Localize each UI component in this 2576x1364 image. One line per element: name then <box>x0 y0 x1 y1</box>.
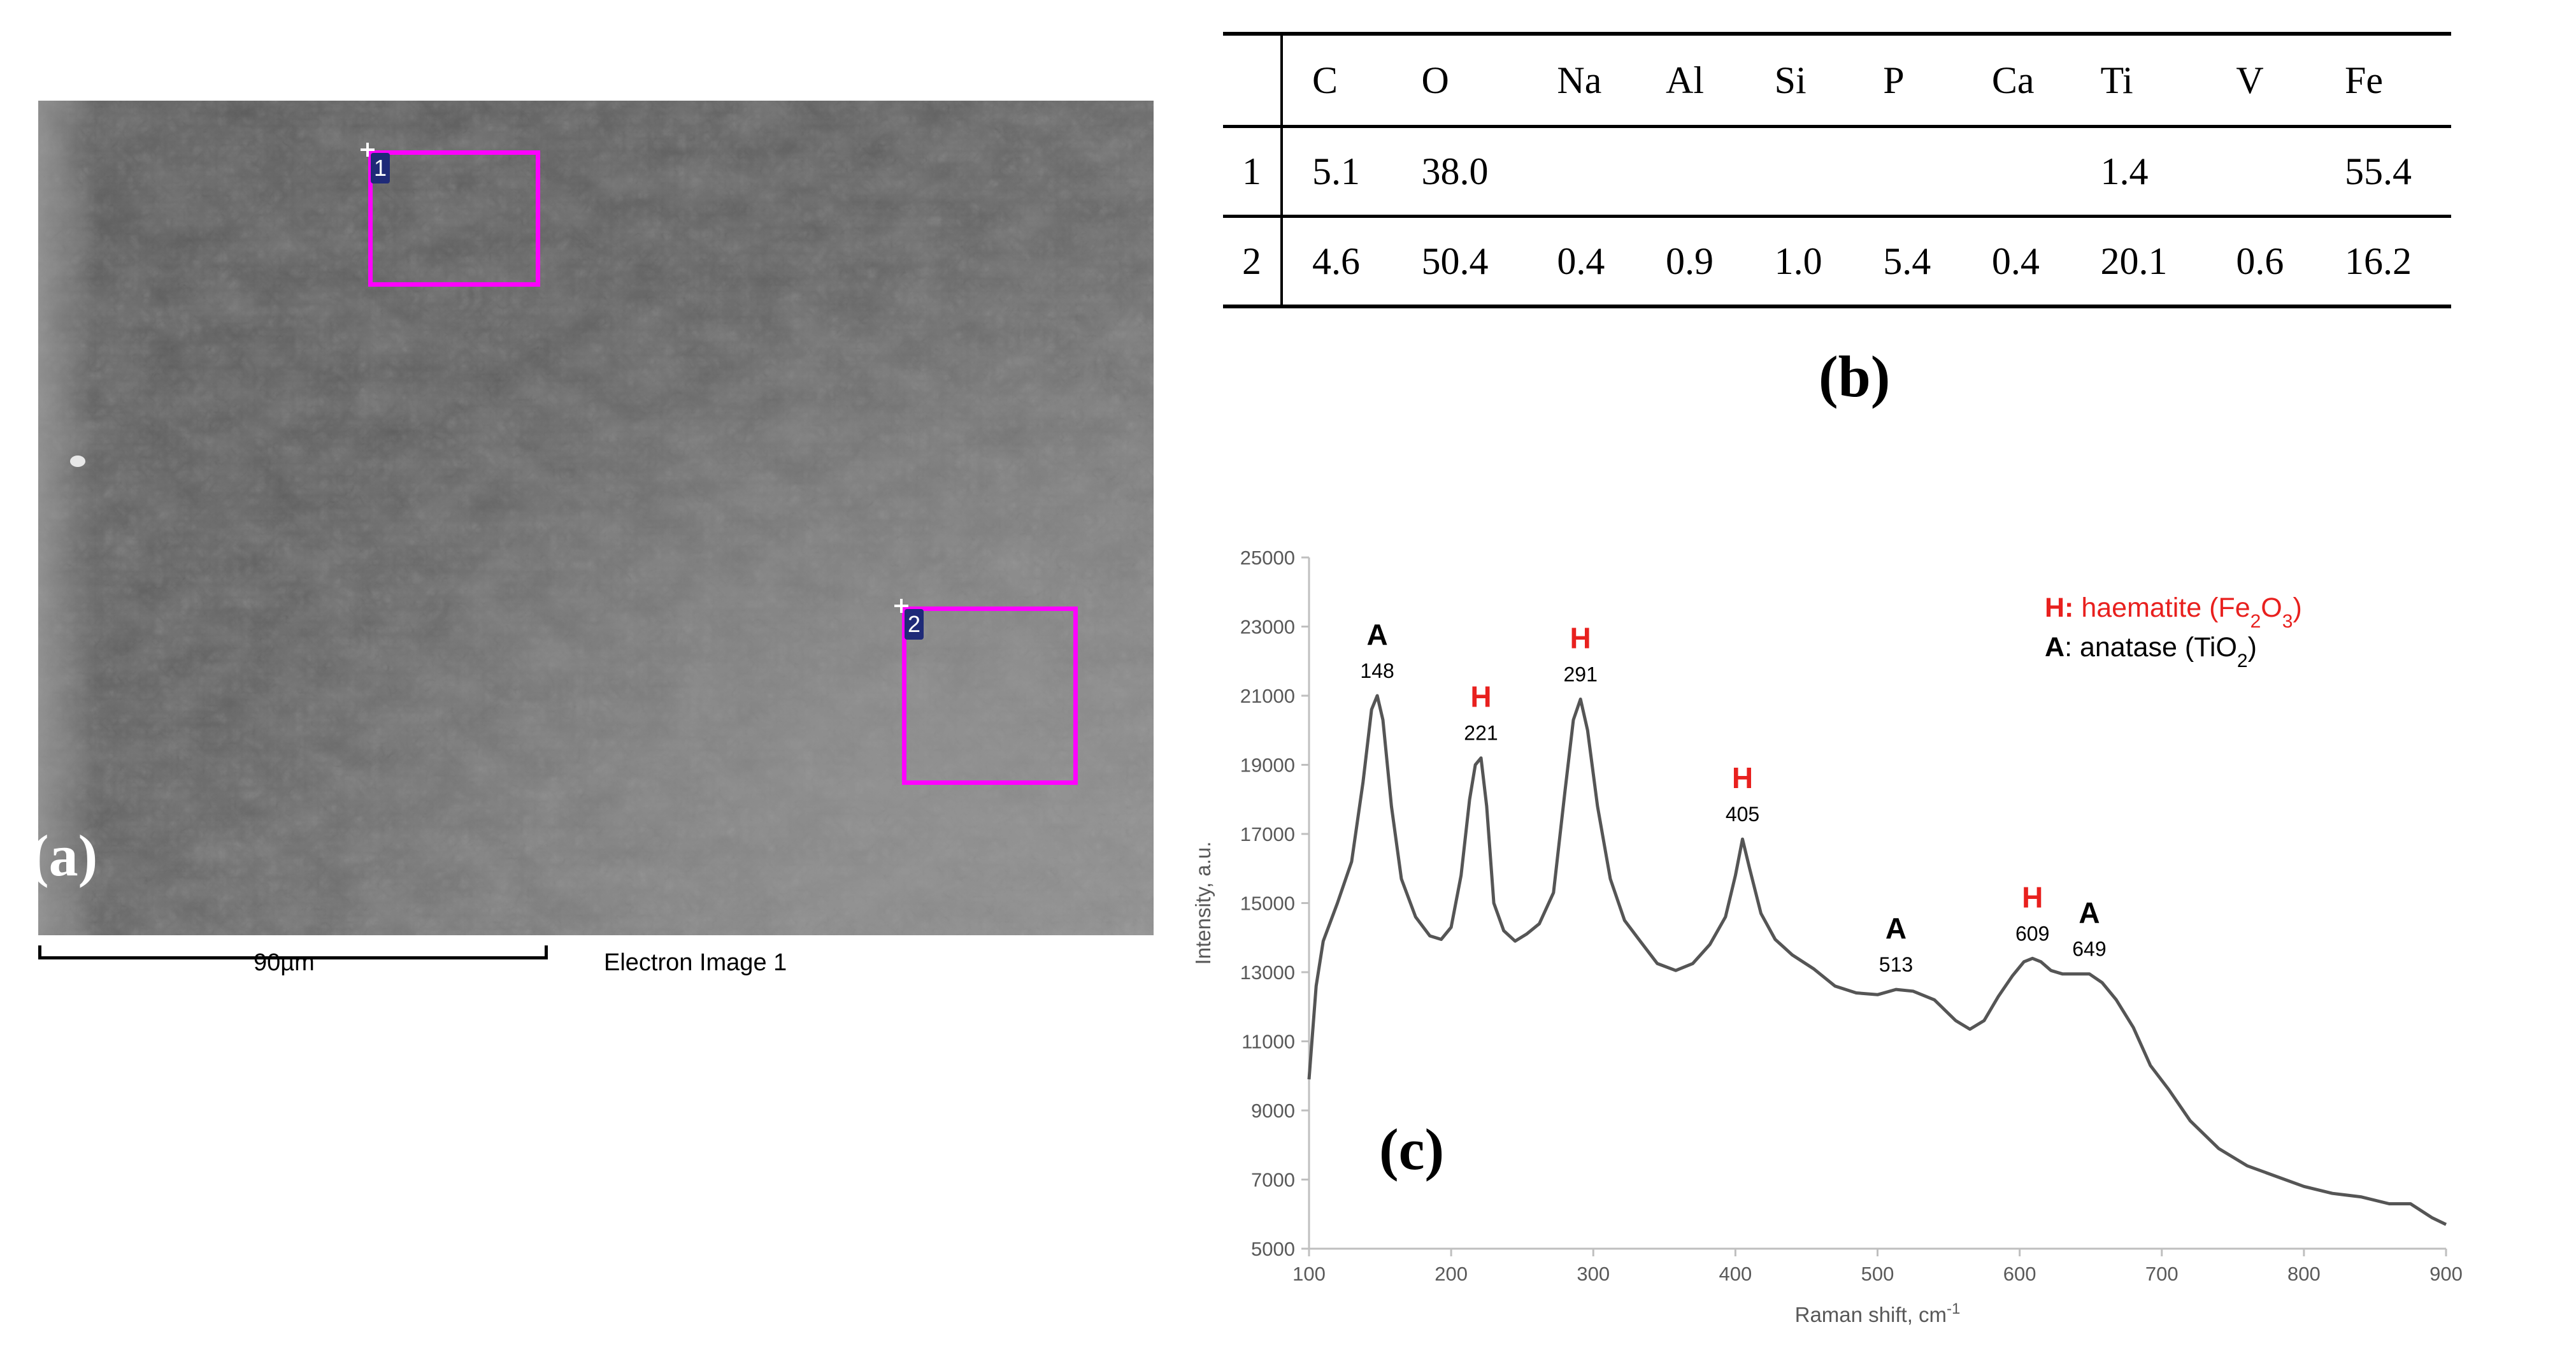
table-header-cell: O <box>1421 59 1449 101</box>
roi-2-label: 2 <box>905 609 924 640</box>
y-tick-label: 21000 <box>1240 685 1295 707</box>
image-caption: Electron Image 1 <box>604 949 787 976</box>
table-cell <box>1745 127 1854 217</box>
peak-value-649: 649 <box>2072 938 2106 961</box>
panel-a-label: (a) <box>29 823 98 888</box>
peak-value-609: 609 <box>2015 922 2049 945</box>
peak-value-405: 405 <box>1726 803 1759 826</box>
table-header-cell: P <box>1883 59 1905 101</box>
table-cell <box>1528 127 1636 217</box>
roi-box-2 <box>902 607 1078 785</box>
y-tick-label: 9000 <box>1251 1100 1295 1122</box>
table-cell: 38.0 <box>1421 150 1489 192</box>
table-header-cell: Al <box>1665 59 1704 101</box>
y-tick-label: 7000 <box>1251 1169 1295 1191</box>
table-header-cell <box>1223 34 1283 127</box>
table-cell: 0.9 <box>1665 240 1714 282</box>
roi-2-crosshair-icon <box>894 599 908 613</box>
y-tick-label: 19000 <box>1240 754 1295 777</box>
table-cell <box>1963 127 2072 217</box>
panel-b-label: (b) <box>1819 344 1891 409</box>
roi-1-label: 1 <box>371 153 390 183</box>
peak-letter-609: H <box>2022 880 2043 914</box>
x-tick-label: 300 <box>1577 1263 1610 1285</box>
x-tick-label: 900 <box>2429 1263 2463 1285</box>
roi-box-1 <box>368 150 540 287</box>
x-tick-label: 700 <box>2145 1263 2179 1285</box>
y-tick-label: 17000 <box>1240 823 1295 845</box>
y-tick-label: 11000 <box>1241 1031 1295 1053</box>
x-tick-label: 400 <box>1719 1263 1752 1285</box>
table-cell <box>2207 127 2315 217</box>
table-cell: 1.0 <box>1774 240 1822 282</box>
table-cell: 55.4 <box>2345 150 2412 192</box>
table-header-cell: C <box>1312 59 1338 101</box>
chart-axes <box>1301 556 2447 1256</box>
table-header-cell: V <box>2236 59 2264 101</box>
panel-c-label: (c) <box>1379 1117 1444 1182</box>
table-cell: 5.1 <box>1312 150 1360 192</box>
x-tick-label: 600 <box>2003 1263 2036 1285</box>
scale-bar <box>38 945 548 959</box>
table-cell: 20.1 <box>2100 240 2168 282</box>
sem-micrograph <box>38 101 1154 935</box>
peak-letter-649: A <box>2079 896 2100 930</box>
peak-value-291: 291 <box>1563 663 1597 686</box>
peak-value-148: 148 <box>1360 659 1394 682</box>
peak-value-513: 513 <box>1879 953 1913 976</box>
table-cell: 16.2 <box>2345 240 2412 282</box>
peak-letter-221: H <box>1470 680 1491 714</box>
table-row: 2 4.6 50.4 0.4 0.9 1.0 5.4 0.4 20.1 0.6 … <box>1223 216 2451 306</box>
sem-image-panel: 1 2 <box>38 101 1154 935</box>
peak-letter-405: H <box>1732 761 1753 794</box>
peak-letter-513: A <box>1885 912 1907 945</box>
table-cell: 0.4 <box>1557 240 1605 282</box>
composition-table: C O Na Al Si P Ca Ti V Fe 1 5.1 38.0 <box>1223 32 2451 308</box>
y-tick-label: 23000 <box>1240 616 1295 638</box>
composition-table-panel: C O Na Al Si P Ca Ti V Fe 1 5.1 38.0 <box>1223 32 2451 308</box>
table-cell: 5.4 <box>1883 240 1931 282</box>
table-cell: 1 <box>1223 126 1283 217</box>
peak-letter-291: H <box>1570 621 1591 654</box>
scale-bar-label: 90µm <box>254 949 315 976</box>
roi-1-crosshair-icon <box>361 143 375 157</box>
y-tick-label: 15000 <box>1240 893 1295 915</box>
table-header-cell: Na <box>1557 59 1602 101</box>
chart-tick-labels: 5000 7000 9000 11000 13000 15000 17000 19000 210… <box>1240 547 2463 1285</box>
table-header-cell: Fe <box>2345 59 2384 101</box>
table-cell: 0.4 <box>1991 240 2040 282</box>
y-axis-title: Intensity, a.u. <box>1191 842 1215 965</box>
x-tick-label: 200 <box>1435 1263 1468 1285</box>
y-tick-label: 5000 <box>1251 1238 1295 1260</box>
series-line-raman <box>1307 694 2447 1226</box>
table-cell <box>1636 127 1745 217</box>
table-header-cell: Si <box>1774 59 1807 101</box>
x-tick-label: 500 <box>1861 1263 1894 1285</box>
table-cell: 4.6 <box>1312 240 1360 282</box>
x-tick-label: 800 <box>2287 1263 2321 1285</box>
y-tick-label: 25000 <box>1240 547 1295 569</box>
y-tick-label: 13000 <box>1240 961 1295 984</box>
table-header-cell: Ti <box>2100 59 2133 101</box>
table-header-cell: Ca <box>1991 59 2035 101</box>
table-row: 1 5.1 38.0 1.4 55.4 <box>1223 126 2451 217</box>
chart-legend: H: haematite (Fe2O3)A: anatase (TiO2) <box>2045 592 2302 671</box>
legend-entry: A: anatase (TiO2) <box>2045 632 2257 671</box>
peak-annotations: A 148 H 221 H 291 H 405 A 513 H 609 A 649 <box>1360 618 2106 976</box>
peak-letter-148: A <box>1366 618 1387 651</box>
table-header-row: C O Na Al Si P Ca Ti V Fe <box>1223 34 2451 127</box>
table-cell <box>1854 127 1963 217</box>
peak-value-221: 221 <box>1464 722 1498 745</box>
x-tick-label: 100 <box>1292 1263 1326 1285</box>
legend-entry: H: haematite (Fe2O3) <box>2045 592 2302 632</box>
x-axis-title: Raman shift, cm-1 <box>1795 1300 1961 1327</box>
table-cell: 50.4 <box>1421 240 1489 282</box>
table-cell: 1.4 <box>2100 150 2149 192</box>
table-cell: 2 <box>1223 216 1283 306</box>
raman-spectrum-chart: 5000 7000 9000 11000 13000 15000 17000 19000 210… <box>1191 547 2463 1327</box>
table-cell: 0.6 <box>2236 240 2284 282</box>
